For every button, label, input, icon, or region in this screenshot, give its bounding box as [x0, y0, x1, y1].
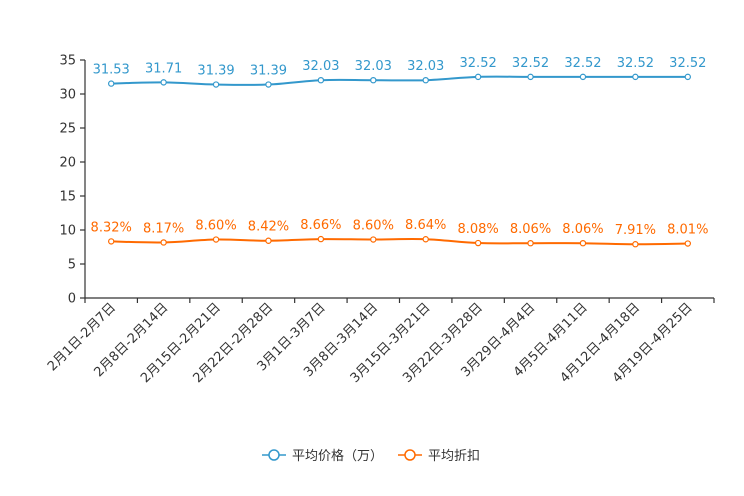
data-point[interactable] [579, 239, 587, 247]
series-line-0 [111, 75, 688, 86]
data-label: 31.39 [250, 64, 287, 79]
data-point[interactable] [684, 240, 691, 247]
y-tick-label: 25 [59, 122, 76, 137]
legend-swatch-marker [268, 449, 280, 461]
data-label: 32.52 [460, 56, 497, 71]
data-point[interactable] [370, 236, 377, 243]
data-point[interactable] [527, 239, 534, 247]
data-label: 8.64% [405, 218, 446, 233]
y-tick-label: 0 [68, 292, 76, 307]
data-label: 8.17% [143, 221, 184, 236]
y-tick-label: 15 [59, 190, 76, 205]
data-label: 8.32% [91, 220, 132, 235]
data-point[interactable] [632, 73, 639, 81]
data-label: 32.52 [669, 56, 706, 71]
data-point[interactable] [370, 76, 377, 84]
series-layer: 31.53 31.71 31.39 31.39 32.03 32.03 32.03 32.52… [91, 56, 708, 248]
data-point[interactable] [579, 73, 587, 81]
legend-swatch-marker [404, 449, 416, 461]
data-point[interactable] [422, 236, 429, 243]
data-point[interactable] [317, 235, 325, 243]
data-point[interactable] [160, 239, 167, 246]
data-label: 31.39 [197, 64, 234, 79]
data-point[interactable] [265, 237, 272, 244]
y-tick-label: 30 [59, 88, 76, 103]
data-label: 8.08% [457, 222, 498, 237]
data-label: 32.52 [617, 56, 654, 71]
data-point[interactable] [527, 73, 534, 81]
data-point[interactable] [160, 79, 167, 86]
data-label: 32.03 [302, 59, 339, 74]
data-point[interactable] [422, 76, 429, 84]
data-point[interactable] [317, 76, 325, 84]
data-point[interactable] [108, 238, 115, 245]
data-point[interactable] [212, 236, 220, 243]
data-point[interactable] [108, 80, 115, 87]
y-tick-label: 20 [59, 156, 76, 171]
data-label: 8.60% [195, 219, 236, 234]
legend: 平均价格（万） 平均折扣 [262, 448, 480, 464]
data-label: 31.71 [145, 61, 182, 76]
data-label: 32.52 [564, 56, 601, 71]
data-point[interactable] [684, 73, 691, 81]
data-label: 8.01% [667, 223, 708, 238]
legend-item-label[interactable]: 平均折扣 [428, 449, 480, 464]
data-label: 32.52 [512, 56, 549, 71]
y-tick-label: 10 [59, 224, 76, 239]
y-tick-label: 5 [68, 258, 76, 273]
series-line-1 [111, 238, 688, 246]
data-label: 8.06% [510, 222, 551, 237]
data-label: 8.60% [353, 219, 394, 234]
y-tick-label: 35 [59, 54, 76, 69]
data-label: 31.53 [93, 63, 130, 78]
data-label: 8.06% [562, 222, 603, 237]
data-label: 8.42% [248, 220, 289, 235]
data-point[interactable] [632, 241, 639, 248]
data-point[interactable] [265, 81, 272, 88]
legend-item-label[interactable]: 平均价格（万） [292, 448, 383, 464]
data-point[interactable] [474, 73, 482, 81]
data-label: 32.03 [407, 59, 444, 74]
data-label: 8.66% [300, 218, 341, 233]
data-label: 7.91% [615, 223, 656, 238]
data-point[interactable] [474, 239, 482, 247]
data-label: 32.03 [355, 59, 392, 74]
data-point[interactable] [212, 81, 220, 88]
